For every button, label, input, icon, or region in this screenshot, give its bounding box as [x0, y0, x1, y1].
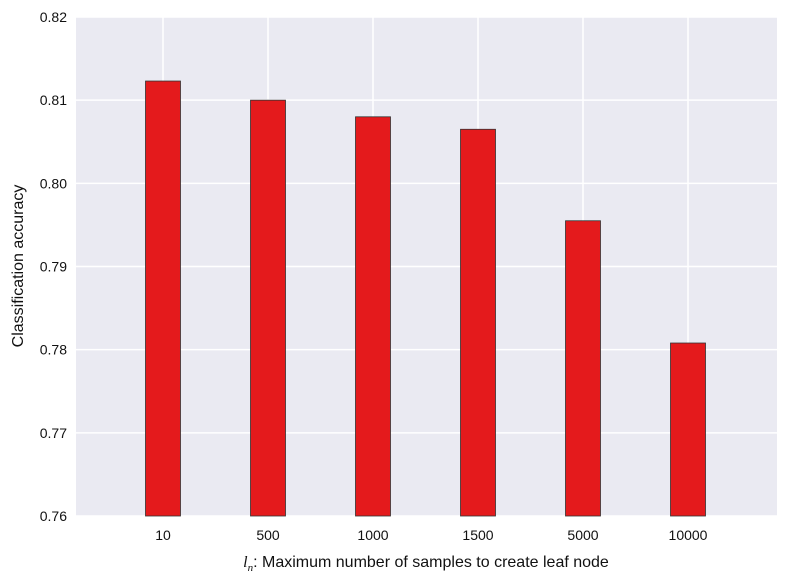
y-tick-label: 0.82	[40, 9, 67, 25]
bar-1500	[460, 128, 496, 517]
y-tick-label: 0.79	[40, 259, 67, 275]
bar-10	[145, 80, 181, 517]
x-axis-label-subscript: n	[248, 562, 254, 574]
x-axis-label-symbol: l	[243, 554, 248, 571]
x-tick-label: 10000	[669, 527, 708, 543]
bars	[145, 80, 706, 517]
x-tick-label: 10	[155, 527, 171, 543]
x-axis-label: ln: Maximum number of samples to create …	[243, 554, 609, 574]
y-tick-labels: 0.76 0.77 0.78 0.79 0.80 0.81 0.82	[40, 9, 67, 524]
y-tick-label: 0.81	[40, 92, 67, 108]
bar-1000	[355, 116, 391, 517]
bar-500	[250, 99, 286, 517]
y-tick-label: 0.76	[40, 508, 67, 524]
x-tick-label: 1500	[462, 527, 493, 543]
x-tick-label: 5000	[567, 527, 598, 543]
y-tick-label: 0.77	[40, 425, 67, 441]
x-tick-label: 1000	[357, 527, 388, 543]
y-tick-label: 0.80	[40, 175, 67, 191]
x-tick-labels: 10 500 1000 1500 5000 10000	[155, 527, 707, 543]
y-axis-label: Classification accuracy	[10, 185, 27, 348]
x-tick-label: 500	[256, 527, 280, 543]
x-axis-label-text: : Maximum number of samples to create le…	[253, 554, 609, 571]
bar-5000	[565, 220, 601, 517]
bar-10000	[670, 342, 706, 517]
y-tick-label: 0.78	[40, 342, 67, 358]
